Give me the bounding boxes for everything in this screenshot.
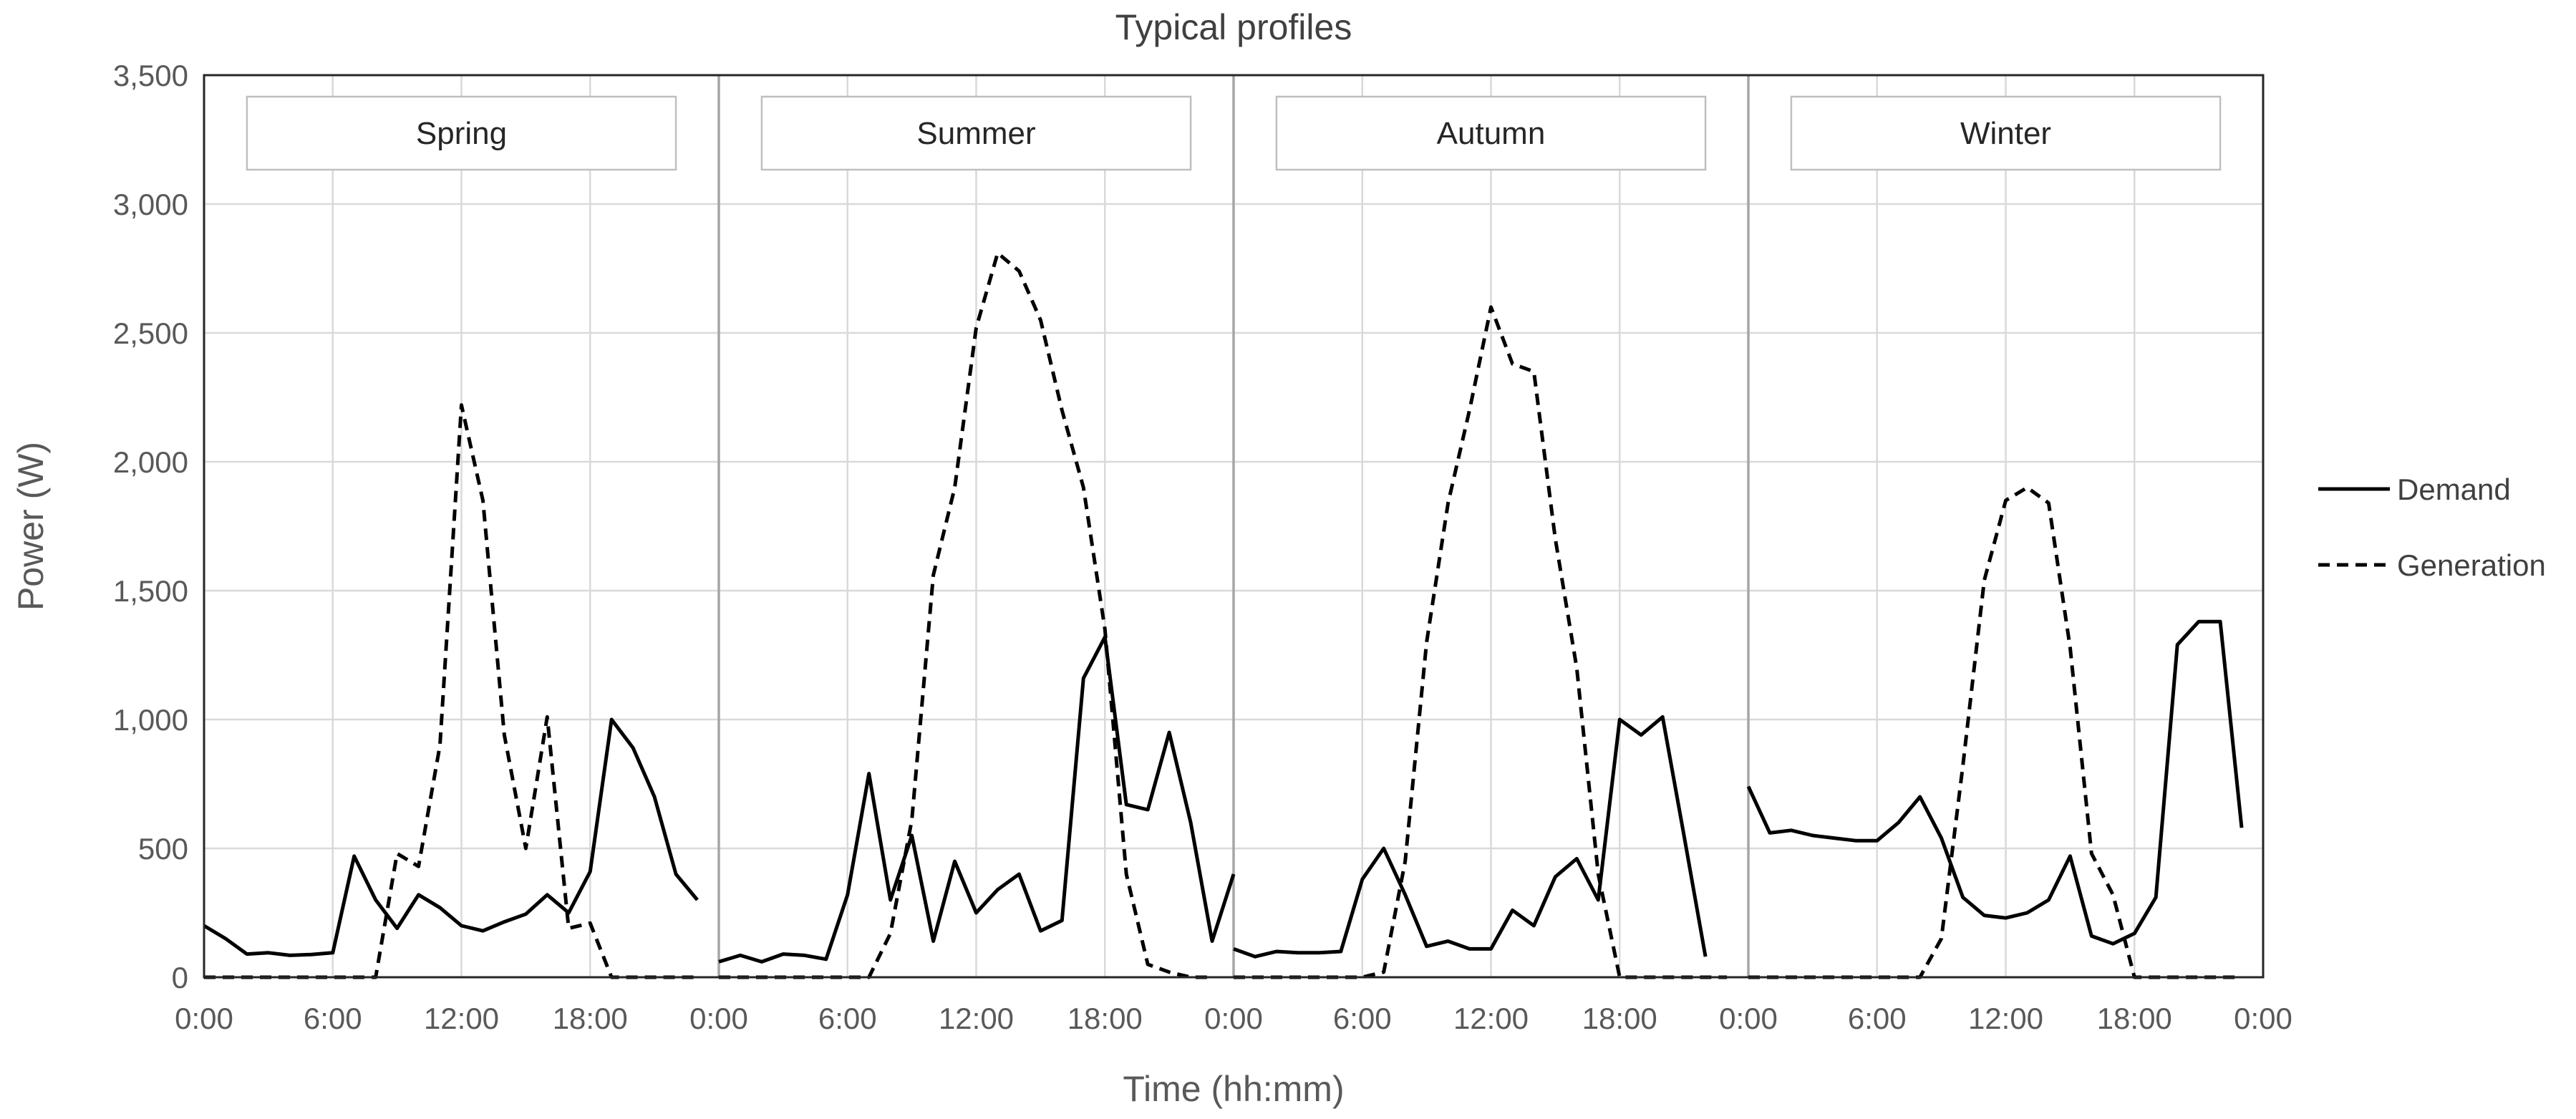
season-labels: Spring Summer Autumn Winter: [246, 95, 2222, 171]
x-axis-title: Time (hh:mm): [1123, 1069, 1344, 1109]
legend-generation-label: Generation: [2397, 548, 2546, 582]
demand-line-spring: [203, 717, 699, 957]
generation-line-spring: [204, 403, 697, 979]
y-tick-label: 1,500: [113, 574, 188, 608]
season-label-text: Spring: [416, 116, 507, 151]
season-label-summer: Summer: [760, 95, 1192, 171]
x-axis-tick-labels: 0:00 6:00 12:00 18:00 0:00 6:00 12:00 18:00 0:00…: [175, 1002, 2292, 1035]
y-tick-label: 0: [172, 961, 188, 994]
season-label-winter: Winter: [1790, 95, 2222, 171]
season-label-box: [1275, 95, 1707, 171]
demand-line-autumn: [1233, 714, 1708, 959]
chart-title: Typical profiles: [1115, 7, 1352, 47]
season-label-text: Winter: [1960, 116, 2051, 151]
x-tick-label: 12:00: [1968, 1002, 2043, 1035]
season-label-autumn: Autumn: [1275, 95, 1707, 171]
x-tick-label: 18:00: [1582, 1002, 1657, 1035]
y-axis-tick-labels: 0 500 1,000 1,500 2,000 2,500 3,000 3,500: [113, 59, 188, 994]
y-axis-title: Power (W): [11, 442, 51, 611]
x-tick-label: 12:00: [1453, 1002, 1529, 1035]
x-tick-label: 6:00: [1333, 1002, 1392, 1035]
x-tick-label: 6:00: [818, 1002, 877, 1035]
series-lines: [203, 251, 2244, 979]
y-tick-label: 3,000: [113, 188, 188, 221]
x-tick-label: 6:00: [1848, 1002, 1907, 1035]
season-label-box: [1790, 95, 2222, 171]
x-tick-label: 18:00: [553, 1002, 628, 1035]
y-tick-label: 3,500: [113, 59, 188, 92]
season-label-text: Summer: [916, 116, 1035, 151]
legend-demand-label: Demand: [2397, 473, 2511, 506]
y-tick-label: 500: [138, 832, 188, 866]
x-tick-label: 0:00: [1719, 1002, 1778, 1035]
season-dividers: [717, 75, 1750, 977]
generation-line-summer: [719, 251, 1212, 979]
demand-line-winter: [1746, 619, 2244, 946]
x-tick-label: 18:00: [1067, 1002, 1143, 1035]
x-tick-label: 0:00: [689, 1002, 748, 1035]
x-tick-label: 0:00: [2234, 1002, 2292, 1035]
x-tick-label: 12:00: [424, 1002, 499, 1035]
season-label-text: Autumn: [1437, 116, 1546, 151]
plot-area-border: [203, 74, 2265, 979]
x-tick-label: 0:00: [1204, 1002, 1263, 1035]
x-tick-label: 18:00: [2097, 1002, 2172, 1035]
y-tick-label: 1,000: [113, 703, 188, 737]
y-tick-label: 2,500: [113, 316, 188, 350]
generation-line-autumn: [1234, 305, 1727, 979]
season-label-spring: Spring: [246, 95, 677, 171]
x-tick-label: 12:00: [939, 1002, 1014, 1035]
x-tick-label: 6:00: [304, 1002, 362, 1035]
season-label-box: [246, 95, 677, 171]
demand-line-summer: [718, 635, 1236, 964]
legend: Demand Generation: [2318, 473, 2546, 582]
x-tick-label: 0:00: [175, 1002, 233, 1035]
generation-line-winter: [1748, 485, 2242, 979]
y-tick-label: 2,000: [113, 445, 188, 479]
season-label-box: [760, 95, 1192, 171]
